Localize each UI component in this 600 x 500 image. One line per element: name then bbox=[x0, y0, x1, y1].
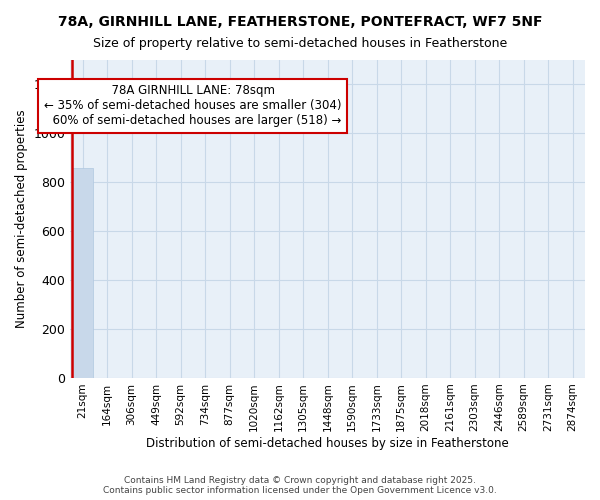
Text: Contains HM Land Registry data © Crown copyright and database right 2025.
Contai: Contains HM Land Registry data © Crown c… bbox=[103, 476, 497, 495]
Text: 78A GIRNHILL LANE: 78sqm  
← 35% of semi-detached houses are smaller (304)
  60%: 78A GIRNHILL LANE: 78sqm ← 35% of semi-d… bbox=[44, 84, 341, 128]
Text: 78A, GIRNHILL LANE, FEATHERSTONE, PONTEFRACT, WF7 5NF: 78A, GIRNHILL LANE, FEATHERSTONE, PONTEF… bbox=[58, 15, 542, 29]
Y-axis label: Number of semi-detached properties: Number of semi-detached properties bbox=[15, 110, 28, 328]
Bar bbox=[72, 168, 93, 378]
Text: Size of property relative to semi-detached houses in Featherstone: Size of property relative to semi-detach… bbox=[93, 38, 507, 51]
X-axis label: Distribution of semi-detached houses by size in Featherstone: Distribution of semi-detached houses by … bbox=[146, 437, 509, 450]
